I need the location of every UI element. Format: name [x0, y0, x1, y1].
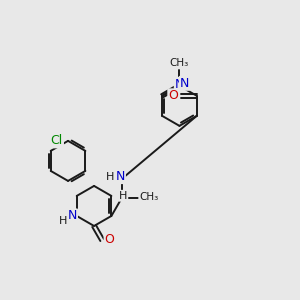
Text: N: N — [68, 209, 77, 223]
Text: O: O — [105, 233, 115, 247]
Text: N: N — [116, 170, 125, 183]
Text: H: H — [59, 216, 68, 226]
Text: Cl: Cl — [51, 134, 63, 147]
Text: H: H — [119, 191, 128, 201]
Text: N: N — [180, 77, 189, 90]
Text: CH₃: CH₃ — [139, 192, 158, 202]
Text: O: O — [168, 89, 178, 102]
Text: H: H — [106, 172, 115, 182]
Text: CH₃: CH₃ — [170, 58, 189, 68]
Text: N: N — [175, 78, 184, 91]
